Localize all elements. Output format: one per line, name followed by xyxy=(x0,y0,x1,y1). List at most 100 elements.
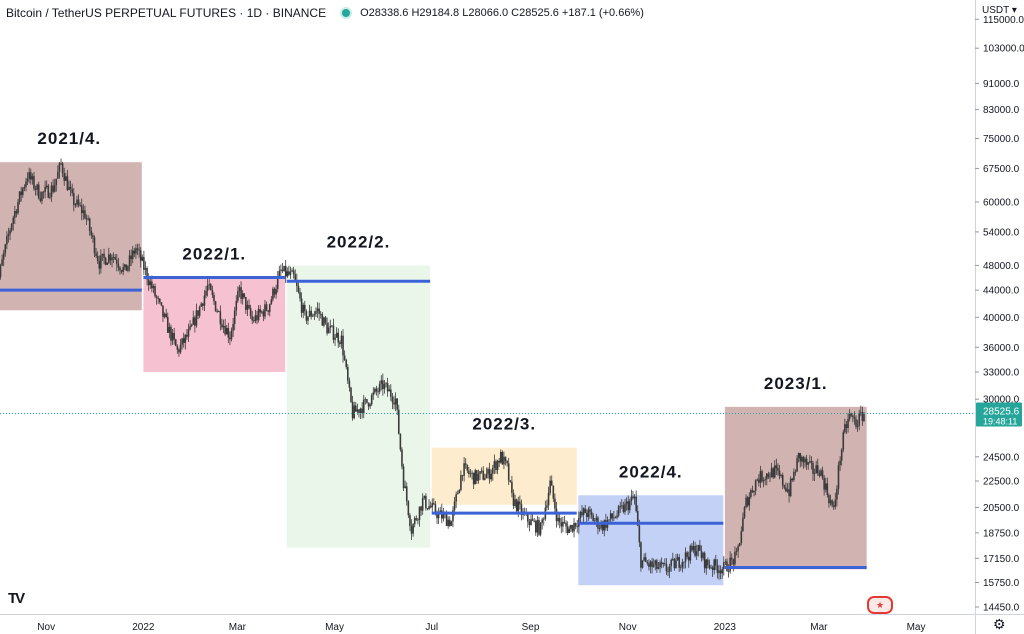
y-tick-label: 54000.0 xyxy=(983,227,1020,238)
candle-body xyxy=(703,552,706,569)
candle-body xyxy=(417,519,419,521)
candle-body xyxy=(691,545,693,551)
candle-body xyxy=(566,526,569,533)
candle-body xyxy=(354,405,357,412)
candle-body xyxy=(347,366,349,381)
candle-body xyxy=(619,506,622,507)
candle-body xyxy=(39,198,42,201)
candle-body xyxy=(353,405,355,419)
candle-body xyxy=(740,531,743,543)
candle-body xyxy=(329,326,332,328)
x-tick-label: Mar xyxy=(229,622,247,633)
candle-body xyxy=(237,291,239,301)
candle-body xyxy=(219,311,222,325)
candle-body xyxy=(259,309,261,313)
candle-body xyxy=(858,413,861,426)
candle-body xyxy=(651,561,653,567)
candle-body xyxy=(775,465,778,469)
candle-body xyxy=(765,473,768,480)
candle-body xyxy=(217,311,220,313)
candle-body xyxy=(511,481,513,493)
candle-body xyxy=(327,327,330,334)
candle-body xyxy=(662,563,665,565)
gear-icon[interactable]: ⚙ xyxy=(993,616,1006,632)
candle-body xyxy=(29,172,32,180)
candle-body xyxy=(549,480,551,493)
candle-body xyxy=(168,326,171,333)
candle-body xyxy=(202,303,204,306)
candle-body xyxy=(665,563,668,572)
candle-body xyxy=(448,519,451,526)
candle-body xyxy=(563,521,566,524)
candle-body xyxy=(284,265,287,277)
candle-body xyxy=(753,490,755,493)
candle-body xyxy=(573,522,575,532)
candle-body xyxy=(399,433,402,450)
candle-body xyxy=(340,335,343,345)
candle-body xyxy=(463,463,465,476)
candle-body xyxy=(555,508,558,522)
candle-body xyxy=(343,355,346,360)
candle-body xyxy=(44,186,46,192)
y-tick-label: 18750.0 xyxy=(983,528,1020,539)
candle-body xyxy=(565,523,567,527)
candle-body xyxy=(678,557,680,568)
candle-body xyxy=(638,525,641,543)
candle-body xyxy=(761,471,763,482)
candle-body xyxy=(617,506,620,516)
candle-body xyxy=(799,452,802,462)
candle-body xyxy=(12,217,15,224)
candles xyxy=(0,158,865,580)
candle-body xyxy=(675,560,677,569)
candle-body xyxy=(584,508,586,513)
x-tick-label: Jul xyxy=(425,622,438,633)
candle-body xyxy=(409,515,411,527)
candle-body xyxy=(233,310,236,325)
candle-body xyxy=(581,511,583,516)
chart-header: Bitcoin / TetherUS PERPETUAL FUTURES · 1… xyxy=(6,6,644,20)
candle-body xyxy=(125,264,128,271)
candle-body xyxy=(396,398,398,410)
us-flag-icon[interactable]: ★ xyxy=(867,596,893,614)
candle-body xyxy=(632,496,634,499)
y-tick-label: 33000.0 xyxy=(983,368,1020,379)
candle-body xyxy=(331,325,333,327)
candle-body xyxy=(211,290,214,296)
candle-body xyxy=(613,517,615,519)
tradingview-logo-icon[interactable]: TV xyxy=(8,590,25,607)
candle-body xyxy=(95,253,97,256)
candle-body xyxy=(96,255,99,261)
candle-body xyxy=(628,500,631,511)
candle-body xyxy=(326,322,328,334)
candle-body xyxy=(850,413,853,416)
candle-body xyxy=(390,389,392,397)
candle-body xyxy=(455,494,457,502)
candle-body xyxy=(504,456,507,461)
y-tick-label: 83000.0 xyxy=(983,105,1020,116)
candle-body xyxy=(433,503,435,505)
candle-body xyxy=(684,552,687,562)
candle-body xyxy=(111,257,113,261)
candle-body xyxy=(200,303,203,307)
candle-body xyxy=(404,486,406,489)
symbol-title[interactable]: Bitcoin / TetherUS PERPETUAL FUTURES · 1… xyxy=(6,6,327,20)
candle-body xyxy=(697,545,700,552)
candle-body xyxy=(770,468,773,478)
currency-selector[interactable]: USDT ▾ xyxy=(982,5,1017,16)
candle-body xyxy=(318,308,320,314)
candle-body xyxy=(702,552,704,559)
candle-body xyxy=(848,413,851,420)
candle-body xyxy=(507,463,510,481)
candle-body xyxy=(660,562,663,565)
candle-body xyxy=(622,505,625,513)
candle-body xyxy=(106,262,109,265)
candle-body xyxy=(270,299,273,305)
candle-body xyxy=(109,254,112,261)
candle-body xyxy=(190,324,193,327)
candle-body xyxy=(517,501,520,512)
candle-body xyxy=(533,520,536,522)
candle-body xyxy=(18,191,21,202)
candle-body xyxy=(582,508,585,516)
candle-body xyxy=(574,522,577,527)
